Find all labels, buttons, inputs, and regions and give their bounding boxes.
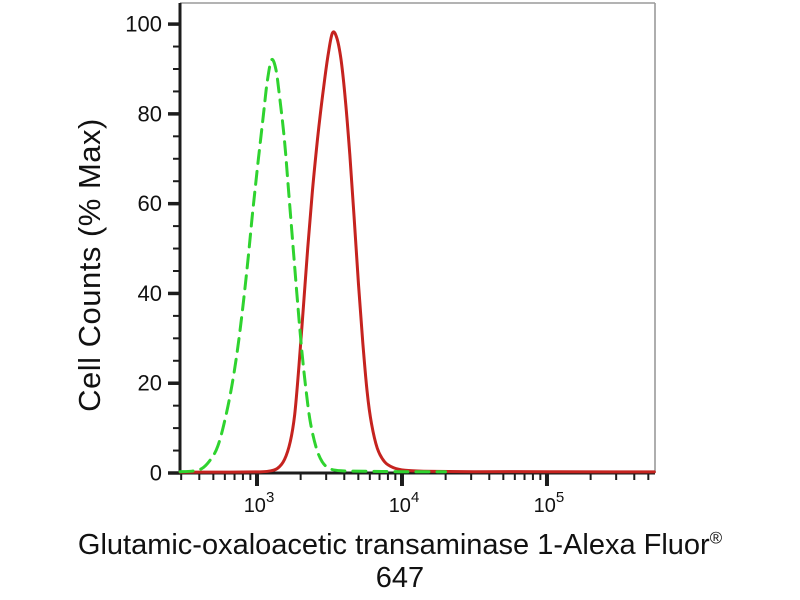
red-solid-curve (178, 30, 656, 474)
y-axis-title: Cell Counts (% Max) (72, 118, 107, 412)
x-tick-label: 104 (389, 489, 420, 517)
y-tick-label: 60 (138, 191, 162, 216)
registered-trademark-symbol: ® (709, 528, 723, 548)
y-tick-label: 80 (138, 101, 162, 126)
x-axis-title: Glutamic-oxaloacetic transaminase 1-Alex… (0, 529, 800, 595)
y-tick-label: 40 (138, 281, 162, 306)
y-tick-label: 0 (150, 461, 162, 486)
x-tick-label: 105 (534, 489, 565, 517)
x-axis-title-text: Glutamic-oxaloacetic transaminase 1-Alex… (77, 529, 710, 561)
x-axis-title-line2: 647 (375, 562, 425, 594)
y-tick-label: 100 (125, 12, 162, 37)
y-tick-label: 20 (138, 371, 162, 396)
x-tick-label: 103 (244, 489, 275, 517)
green-dashed-curve (178, 58, 447, 474)
x-axis-title-line1: Glutamic-oxaloacetic transaminase 1-Alex… (0, 529, 800, 562)
